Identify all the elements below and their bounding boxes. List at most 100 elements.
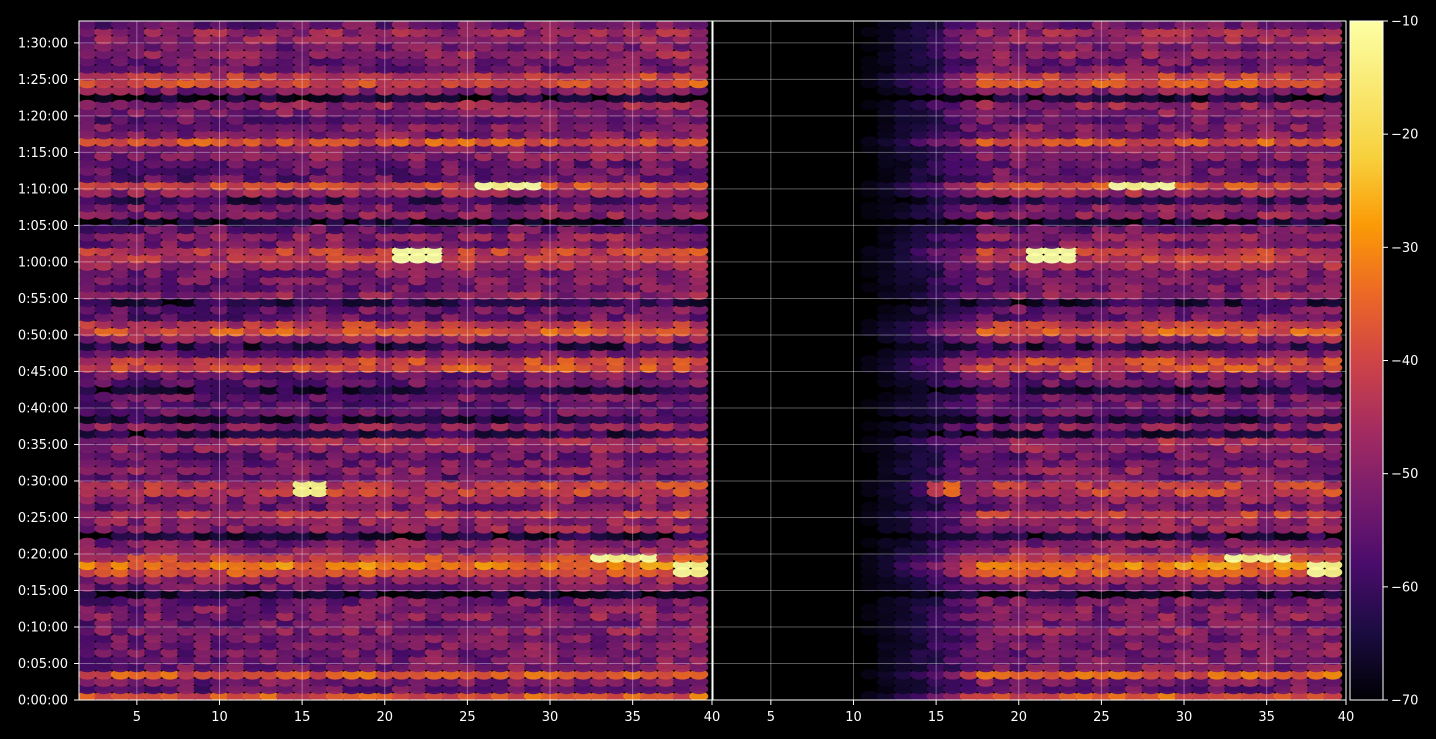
heatmap-cell bbox=[160, 158, 180, 169]
heatmap-cell bbox=[540, 399, 560, 410]
heatmap-cell bbox=[672, 523, 692, 534]
heatmap-cell bbox=[639, 318, 659, 330]
heatmap-cell bbox=[606, 654, 626, 665]
heatmap-cell bbox=[573, 377, 593, 388]
heatmap-cell bbox=[408, 143, 428, 154]
heatmap-cell bbox=[127, 348, 147, 359]
heatmap-cell bbox=[1207, 515, 1227, 527]
heatmap-cell bbox=[639, 172, 659, 184]
heatmap-cell bbox=[1273, 618, 1293, 629]
heatmap-cell bbox=[210, 150, 229, 162]
heatmap-cell bbox=[309, 180, 329, 191]
heatmap-cell bbox=[976, 413, 996, 425]
heatmap-cell bbox=[160, 523, 180, 534]
heatmap-cell bbox=[573, 275, 593, 286]
heatmap-cell bbox=[441, 523, 461, 534]
heatmap-cell bbox=[1290, 421, 1310, 432]
heatmap-cell bbox=[474, 596, 494, 607]
heatmap-cell bbox=[623, 435, 643, 446]
heatmap-cell bbox=[557, 77, 577, 89]
heatmap-cell bbox=[176, 559, 196, 571]
heatmap-cell bbox=[243, 640, 262, 651]
heatmap-cell bbox=[408, 625, 428, 636]
heatmap-cell bbox=[259, 289, 279, 300]
heatmap-cell bbox=[474, 311, 494, 322]
heatmap-cell bbox=[1091, 661, 1111, 673]
heatmap-cell bbox=[490, 369, 510, 381]
heatmap-cell bbox=[1124, 596, 1144, 607]
heatmap-cell bbox=[639, 545, 659, 556]
heatmap-cell bbox=[358, 464, 378, 476]
heatmap-cell bbox=[524, 413, 543, 425]
heatmap-cell bbox=[94, 121, 114, 133]
heatmap-cell bbox=[342, 158, 362, 169]
heatmap-cell bbox=[408, 304, 428, 315]
heatmap-cell bbox=[573, 640, 593, 651]
heatmap-cell bbox=[408, 63, 428, 74]
heatmap-cell bbox=[441, 333, 461, 344]
heatmap-cell bbox=[1290, 537, 1310, 549]
heatmap-cell bbox=[992, 442, 1012, 454]
heatmap-cell bbox=[926, 654, 946, 665]
heatmap-cell bbox=[524, 683, 543, 695]
heatmap-cell bbox=[1042, 537, 1062, 549]
heatmap-cell bbox=[507, 399, 527, 410]
heatmap-cell bbox=[976, 399, 996, 410]
heatmap-cell bbox=[943, 647, 963, 658]
heatmap-cell bbox=[490, 150, 510, 162]
heatmap-cell bbox=[623, 245, 643, 257]
heatmap-cell bbox=[110, 537, 130, 549]
heatmap-cell bbox=[259, 479, 279, 490]
heatmap-cell bbox=[1124, 494, 1144, 505]
heatmap-cell bbox=[590, 683, 610, 695]
heatmap-cell bbox=[1257, 574, 1277, 585]
heatmap-cell bbox=[639, 450, 659, 461]
heatmap-cell bbox=[623, 355, 643, 366]
heatmap-cell bbox=[375, 479, 395, 490]
heatmap-cell bbox=[557, 362, 577, 373]
heatmap-cell bbox=[391, 275, 411, 286]
heatmap-cell bbox=[441, 479, 461, 490]
heatmap-cell bbox=[210, 413, 229, 425]
heatmap-cell bbox=[490, 253, 510, 264]
heatmap-cell bbox=[689, 231, 709, 242]
heatmap-cell bbox=[590, 523, 610, 534]
heatmap-cell bbox=[143, 421, 163, 432]
heatmap-cell bbox=[358, 523, 378, 534]
heatmap-cell bbox=[358, 158, 378, 169]
heatmap-cell bbox=[441, 129, 461, 140]
heatmap-cell bbox=[243, 399, 262, 410]
heatmap-cell bbox=[606, 479, 626, 490]
heatmap-cell bbox=[94, 231, 114, 242]
heatmap-cell bbox=[193, 216, 213, 227]
heatmap-cell bbox=[309, 596, 329, 607]
heatmap-cell bbox=[656, 150, 676, 162]
heatmap-cell bbox=[441, 282, 461, 293]
heatmap-cell bbox=[910, 421, 930, 432]
heatmap-cell bbox=[358, 348, 378, 359]
heatmap-cell bbox=[1042, 450, 1062, 461]
heatmap-cell bbox=[590, 70, 610, 82]
heatmap-cell bbox=[441, 545, 461, 556]
heatmap-cell bbox=[176, 216, 196, 227]
heatmap-cell bbox=[507, 421, 527, 432]
heatmap-cell bbox=[490, 603, 510, 614]
heatmap-cell bbox=[210, 406, 229, 417]
heatmap-cell bbox=[127, 318, 147, 330]
heatmap-cell bbox=[408, 391, 428, 403]
heatmap-cell bbox=[507, 180, 527, 191]
heatmap-cell bbox=[408, 333, 428, 344]
heatmap-cell bbox=[689, 508, 709, 519]
heatmap-cell bbox=[557, 647, 577, 658]
heatmap-cell bbox=[1075, 537, 1095, 549]
heatmap-cell bbox=[457, 289, 477, 300]
heatmap-cell bbox=[408, 129, 428, 140]
heatmap-cell bbox=[1290, 384, 1310, 395]
heatmap-cell bbox=[1174, 537, 1194, 549]
heatmap-cell bbox=[474, 355, 494, 366]
heatmap-cell bbox=[943, 508, 963, 519]
heatmap-cell bbox=[143, 435, 163, 446]
heatmap-cell bbox=[507, 150, 527, 162]
heatmap-cell bbox=[877, 603, 896, 614]
heatmap-cell bbox=[441, 223, 461, 235]
